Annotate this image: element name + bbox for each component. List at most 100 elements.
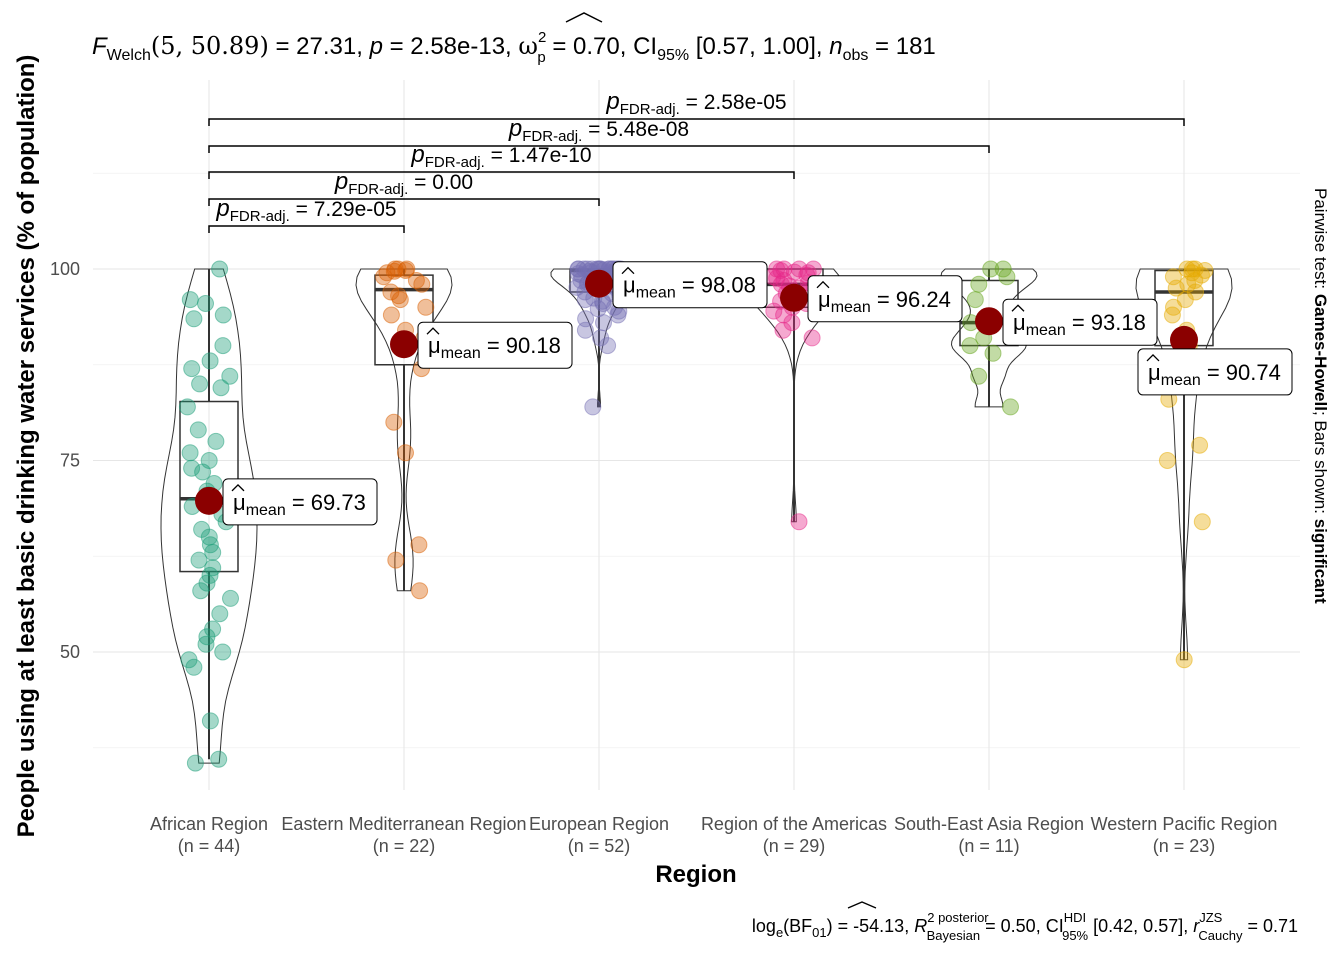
subtitle-stat-sub: Welch [107, 47, 151, 64]
mean-label-box [417, 321, 573, 369]
subtitle-n-sub: obs [843, 47, 869, 64]
caption-r-label: r [1193, 916, 1200, 936]
data-point [197, 295, 214, 312]
data-point [970, 367, 988, 385]
data-point [984, 344, 1002, 362]
data-point [1191, 436, 1209, 454]
caption-bf-inner: (BF [783, 916, 812, 936]
significance-bar [208, 198, 600, 206]
data-point [194, 463, 212, 481]
y-axis-title: People using at least basic drinking wat… [13, 55, 40, 838]
data-point [221, 367, 239, 385]
subtitle-n-label: n [829, 33, 842, 60]
subtitle-effsize-sup: 2 [538, 29, 546, 46]
significance-label: pFDR-adj. = 7.29e-05 [215, 195, 396, 225]
x-tick-label: Region of the Americas [701, 814, 887, 834]
data-point [201, 712, 219, 730]
data-point [178, 398, 196, 416]
data-point [410, 536, 428, 554]
data-point [803, 329, 821, 347]
mean-label-box [1137, 348, 1293, 396]
subtitle-p-label: p [369, 33, 383, 60]
data-point [201, 352, 219, 370]
data-point [994, 260, 1012, 278]
data-point [577, 310, 595, 328]
data-point [191, 375, 209, 393]
subtitle-hat-icon [565, 12, 603, 23]
mean-label: μmean = 93.18 [1013, 310, 1146, 339]
mean-point [195, 486, 223, 515]
mean-label: μmean = 98.08 [623, 273, 756, 302]
caption-r2-symbol: R [914, 916, 927, 936]
y-tick-label: 100 [50, 259, 80, 279]
subtitle-ci-value: [0.57, 1.00] [696, 33, 816, 60]
data-point [382, 306, 400, 324]
data-point [387, 551, 405, 569]
subtitle-df: (5, 50.89) [151, 32, 269, 60]
data-point [385, 413, 403, 431]
caption-hat-icon [847, 901, 877, 909]
violin [355, 268, 453, 592]
data-point [1176, 291, 1194, 309]
data-point [186, 754, 204, 772]
data-point [197, 635, 215, 653]
y-axis-ticks: 50 75 100 [50, 259, 80, 662]
data-point [214, 337, 232, 355]
subtitle-n-value: 181 [896, 33, 936, 60]
caption-r2-value: 0.50 [1001, 916, 1036, 936]
caption-bf-inner-sub: 01 [812, 925, 826, 940]
x-tick-n-label: (n = 44) [178, 836, 241, 856]
mean-point [780, 283, 808, 312]
caption-r2-sub: Bayesian [927, 928, 980, 943]
caption-ci-sup: HDI [1064, 910, 1086, 925]
data-point [1193, 513, 1211, 531]
x-tick-n-label: (n = 22) [373, 836, 436, 856]
data-point [375, 268, 393, 286]
side-label-middle: ; Bars shown: [1311, 411, 1330, 519]
data-point [211, 260, 229, 278]
mean-label: μmean = 69.73 [233, 490, 366, 519]
mean-point [1170, 325, 1198, 354]
y-tick-label: 50 [60, 642, 80, 662]
caption-r-sup: JZS [1199, 910, 1222, 925]
subtitle-stat-value: 27.31 [296, 33, 356, 60]
caption-r-sub: Cauchy [1198, 928, 1243, 943]
data-point [785, 263, 803, 281]
data-point [407, 272, 425, 289]
data-point [998, 268, 1016, 286]
data-point [183, 360, 201, 378]
data-point [210, 750, 228, 768]
data-point [576, 291, 594, 309]
x-tick-label: Western Pacific Region [1091, 814, 1278, 834]
data-point [1164, 268, 1182, 286]
data-point [1175, 651, 1193, 669]
x-tick-label: African Region [150, 814, 268, 834]
significance-label: pFDR-adj. = 0.00 [334, 168, 473, 198]
x-tick-label: South-East Asia Region [894, 814, 1084, 834]
data-point [181, 444, 199, 462]
violin [160, 268, 258, 764]
subtitle-effsize-symbol: ω [518, 32, 538, 60]
mean-hat-icon [1146, 354, 1160, 362]
mean-label: μmean = 90.18 [428, 333, 561, 362]
data-point [411, 582, 429, 600]
caption-bf-value: -54.13 [853, 916, 904, 936]
caption-ci-label: CI [1046, 916, 1064, 936]
data-point [790, 513, 808, 531]
data-point [1193, 266, 1210, 284]
caption-r-value: 0.71 [1263, 916, 1298, 936]
caption-r2-sup: posterior [938, 910, 989, 925]
mean-label-box [222, 478, 378, 526]
caption-ci-value: [0.42, 0.57] [1093, 916, 1183, 936]
data-point [189, 421, 207, 439]
subtitle-stat-name: F [92, 33, 108, 60]
data-point [1002, 398, 1019, 416]
side-label-shown: significant [1311, 519, 1330, 604]
data-point [214, 306, 232, 324]
subtitle-ci-label: CI [633, 33, 657, 60]
data-point [214, 643, 232, 661]
data-point [1163, 306, 1181, 324]
significance-bar [208, 171, 795, 179]
